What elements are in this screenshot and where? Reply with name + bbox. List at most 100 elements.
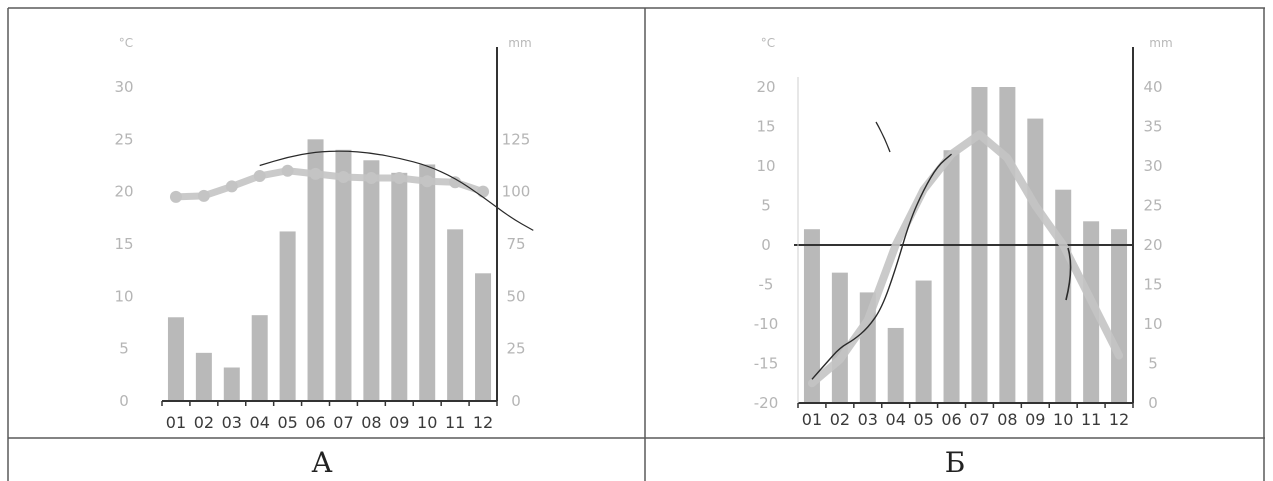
right-tick-label: 25 (1143, 197, 1162, 215)
left-tick-label: 20 (756, 78, 775, 96)
month-label: 10 (1053, 410, 1073, 429)
precipitation-bar (831, 272, 848, 403)
left-tick-label: 5 (761, 197, 771, 215)
precipitation-bar (887, 327, 904, 403)
left-axis-unit: °C (761, 36, 775, 50)
month-label: 12 (1109, 410, 1129, 429)
hand-drawn-curve (259, 150, 534, 231)
precipitation-bar (1111, 229, 1128, 403)
precipitation-bar (447, 229, 464, 401)
precipitation-bar (1055, 189, 1072, 403)
precipitation-bar (335, 149, 352, 401)
temperature-point (365, 172, 378, 185)
right-axis-unit: mm (1149, 36, 1172, 50)
right-tick-label: 30 (1143, 157, 1162, 175)
right-tick-label: 40 (1143, 78, 1162, 96)
right-tick-label: 125 (502, 130, 531, 148)
left-tick-label: 0 (119, 392, 129, 410)
precipitation-bar (279, 231, 296, 401)
precipitation-bar (195, 352, 212, 401)
month-label: 04 (250, 413, 270, 432)
precipitation-bar (915, 280, 932, 403)
figure-frame (7, 7, 1265, 481)
month-label: 05 (277, 413, 297, 432)
right-tick-label: 50 (506, 287, 525, 305)
month-label: 02 (194, 413, 214, 432)
pen-mark (1065, 247, 1072, 301)
right-tick-label: 0 (1148, 394, 1158, 412)
month-label: 01 (802, 410, 822, 429)
right-tick-label: 75 (506, 235, 525, 253)
month-label: 09 (1025, 410, 1045, 429)
precipitation-bar (251, 315, 268, 401)
left-tick-label: 15 (756, 118, 775, 136)
precipitation-bar (223, 367, 240, 401)
month-label: 04 (886, 410, 906, 429)
left-tick-label: 15 (114, 235, 133, 253)
right-tick-label: 5 (1148, 355, 1158, 373)
right-tick-label: 15 (1143, 276, 1162, 294)
month-label: 05 (913, 410, 933, 429)
right-tick-label: 10 (1143, 315, 1162, 333)
month-label: 07 (969, 410, 989, 429)
month-label: 10 (417, 413, 437, 432)
left-tick-label: 30 (114, 78, 133, 96)
month-label: 02 (830, 410, 850, 429)
right-tick-label: 25 (506, 340, 525, 358)
right-tick-label: 0 (511, 392, 521, 410)
caption-b: Б (945, 446, 966, 479)
precipitation-bar (167, 317, 184, 401)
temperature-point (225, 180, 238, 193)
precipitation-bar (1083, 221, 1100, 403)
month-label: 12 (473, 413, 493, 432)
precipitation-bar (943, 150, 960, 403)
right-axis-unit: mm (508, 36, 531, 50)
month-label: 07 (333, 413, 353, 432)
left-tick-label: -15 (754, 355, 779, 373)
precipitation-bar (363, 160, 380, 401)
month-label: 08 (361, 413, 381, 432)
precipitation-bar (803, 229, 820, 403)
temperature-point (477, 185, 490, 198)
temperature-point (197, 189, 210, 202)
left-tick-label: 0 (761, 236, 771, 254)
temperature-point (421, 175, 434, 188)
temperature-point (309, 167, 322, 180)
month-label: 06 (305, 413, 325, 432)
left-tick-label: 5 (119, 340, 129, 358)
right-tick-label: 35 (1143, 118, 1162, 136)
left-tick-label: -20 (754, 394, 779, 412)
pen-mark (875, 121, 891, 153)
month-label: 09 (389, 413, 409, 432)
left-axis-unit: °C (119, 36, 133, 50)
month-label: 03 (858, 410, 878, 429)
left-tick-label: 20 (114, 183, 133, 201)
left-tick-label: -10 (754, 315, 779, 333)
temperature-point (281, 164, 294, 177)
precipitation-bar (419, 164, 436, 401)
right-tick-label: 20 (1143, 236, 1162, 254)
hand-drawn-curve (811, 153, 952, 380)
month-label: 08 (997, 410, 1017, 429)
temperature-point (337, 171, 350, 184)
temperature-point (393, 172, 406, 185)
month-label: 06 (941, 410, 961, 429)
caption-a: А (311, 446, 332, 479)
right-tick-label: 100 (502, 183, 531, 201)
left-tick-label: 25 (114, 130, 133, 148)
left-tick-label: 10 (756, 157, 775, 175)
precipitation-bar (1027, 118, 1044, 403)
temperature-point (169, 190, 182, 203)
precipitation-bar (307, 139, 324, 402)
chart-b: °C mm-20-15-10-50510152005101520253035400… (754, 36, 1173, 429)
left-tick-label: 10 (114, 287, 133, 305)
temperature-point (253, 169, 266, 182)
temperature-line (807, 130, 1124, 388)
precipitation-bar (475, 273, 492, 401)
temperature-point (449, 176, 462, 189)
month-label: 11 (1081, 410, 1101, 429)
month-label: 03 (222, 413, 242, 432)
left-tick-label: -5 (759, 276, 774, 294)
